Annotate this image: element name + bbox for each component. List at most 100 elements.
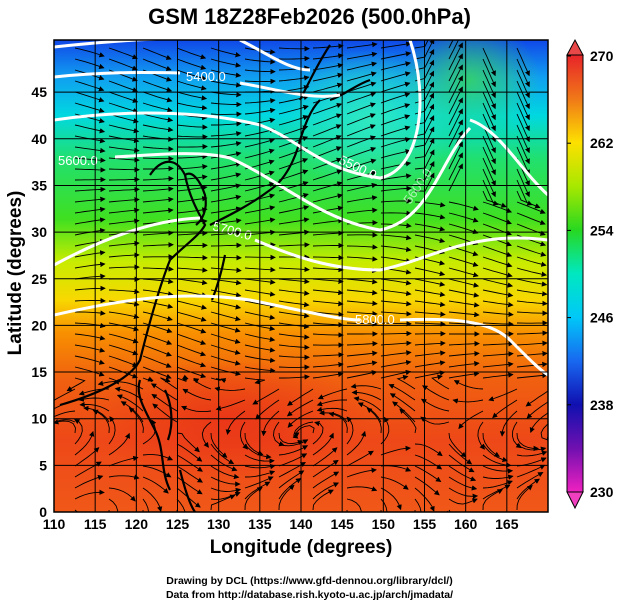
streamline [380, 114, 411, 126]
streamline [210, 131, 242, 137]
streamline [108, 124, 140, 134]
streamline [516, 135, 530, 165]
streamline [210, 366, 241, 377]
streamline [278, 453, 308, 467]
streamline [142, 454, 174, 461]
streamline [482, 135, 496, 165]
streamline [312, 230, 344, 236]
streamline [108, 252, 140, 258]
streamline [380, 245, 412, 253]
streamline [278, 354, 310, 360]
streamline [108, 47, 138, 60]
streamline [312, 181, 343, 192]
streamline [210, 344, 241, 355]
streamline [201, 421, 212, 448]
streamline [210, 487, 242, 494]
streamline [482, 361, 514, 368]
streamline [346, 135, 376, 148]
streamline [142, 333, 173, 345]
streamline [414, 487, 435, 512]
streamline [278, 75, 310, 82]
streamline [482, 146, 496, 176]
streamline [525, 390, 548, 407]
streamline [108, 197, 140, 203]
y-tick-label: 25 [31, 271, 47, 287]
chart-title: GSM 18Z28Feb2026 (500.0hPa) [148, 4, 471, 29]
streamline [380, 416, 390, 445]
streamline [516, 450, 548, 457]
streamline [215, 399, 246, 411]
streamline [312, 482, 340, 500]
streamline [516, 201, 546, 214]
streamline [176, 47, 207, 60]
warm-anomaly [400, 40, 540, 140]
streamline [176, 143, 208, 150]
streamline [516, 212, 546, 225]
streamline [380, 61, 411, 71]
streamline [414, 149, 435, 170]
streamline [346, 300, 378, 307]
streamline [448, 152, 463, 181]
streamline [482, 113, 496, 143]
streamline [414, 465, 442, 483]
streamline [210, 194, 242, 203]
streamline [414, 289, 446, 297]
streamline [346, 416, 354, 445]
streamline [312, 361, 344, 368]
streamline [160, 377, 178, 390]
streamline [278, 205, 310, 214]
streamline [210, 255, 242, 261]
streamline [210, 443, 235, 465]
streamline [108, 264, 140, 270]
streamline [448, 476, 478, 491]
colorbar-tick-label: 246 [590, 310, 614, 326]
streamline [287, 410, 314, 428]
streamline [551, 103, 563, 130]
streamline [108, 311, 140, 320]
streamline [142, 465, 172, 478]
streamline [312, 278, 344, 284]
streamline [482, 372, 514, 379]
streamline [312, 289, 344, 296]
streamline [278, 192, 309, 203]
streamline [380, 103, 411, 115]
y-tick-label: 10 [31, 411, 47, 427]
streamline [54, 410, 76, 418]
streamline [312, 193, 344, 203]
streamline [142, 476, 169, 494]
streamline [176, 102, 208, 111]
colorbar-extend-min [566, 491, 584, 510]
streamline [142, 419, 157, 445]
streamline [482, 341, 514, 347]
streamline [448, 119, 463, 148]
streamline [420, 416, 450, 425]
streamline [540, 423, 548, 443]
streamline [278, 158, 309, 170]
streamline [396, 374, 416, 390]
streamline [353, 396, 382, 412]
streamline [74, 196, 106, 203]
streamline [142, 196, 174, 203]
x-tick-label: 155 [413, 516, 437, 532]
streamline [176, 300, 207, 310]
streamline [482, 157, 496, 187]
streamline [108, 146, 140, 153]
streamline [551, 169, 563, 196]
streamline [448, 454, 475, 473]
streamline [414, 454, 443, 470]
streamline [414, 201, 446, 208]
streamline [176, 465, 203, 483]
streamline [54, 419, 76, 434]
streamline [142, 278, 174, 285]
streamline [389, 393, 416, 412]
streamline [176, 174, 208, 181]
streamline [142, 113, 174, 123]
streamline [516, 146, 530, 176]
streamline [142, 376, 154, 383]
streamline [142, 498, 150, 512]
streamline [414, 321, 446, 327]
streamline [278, 344, 310, 351]
streamline [551, 114, 563, 141]
streamline [312, 459, 339, 478]
streamline [108, 498, 119, 512]
